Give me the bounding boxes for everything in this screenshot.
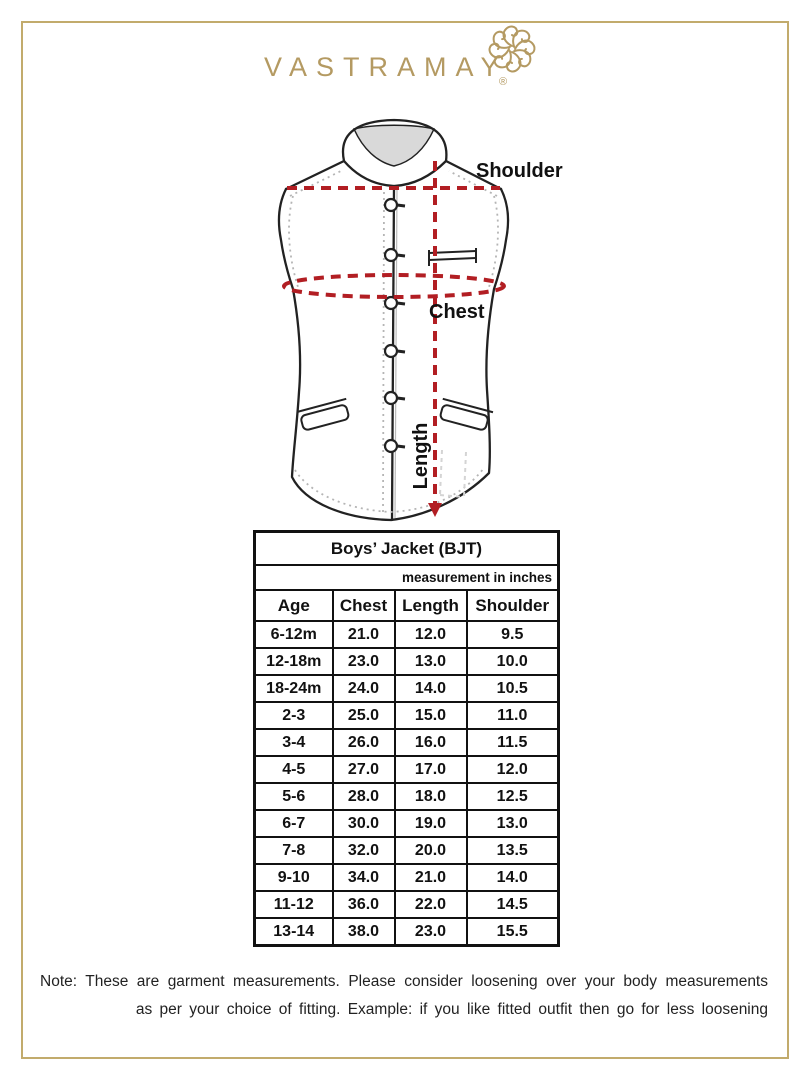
table-row: 13-14 38.0 23.0 15.5 (253, 917, 560, 947)
shoulder-label: Shoulder (476, 160, 563, 182)
stitch-seams (288, 170, 499, 513)
garment-diagram: Shoulder Chest Length (277, 118, 563, 522)
table-row: 7-8 32.0 20.0 13.5 (253, 836, 560, 865)
table-header-row: Age Chest Length Shoulder (253, 589, 560, 622)
table-row: 18-24m 24.0 14.0 10.5 (253, 674, 560, 703)
chest-measure-line (282, 273, 506, 299)
size-chart-table: Boys’ Jacket (BJT) measurement in inches… (253, 530, 560, 947)
table-title: Boys’ Jacket (BJT) (253, 530, 560, 566)
inner-pocket-ghost (439, 449, 467, 498)
col-age: Age (253, 589, 334, 622)
table-row: 11-12 36.0 22.0 14.5 (253, 890, 560, 919)
brand-wordmark: VASTRAMAY (264, 52, 508, 82)
buttons-group (383, 197, 406, 454)
col-length: Length (393, 589, 468, 622)
table-row: 2-3 25.0 15.0 11.0 (253, 701, 560, 730)
registered-trademark: ® (499, 76, 508, 88)
table-row: 6-7 30.0 19.0 13.0 (253, 809, 560, 838)
col-shoulder: Shoulder (465, 589, 560, 622)
length-arrowhead (428, 503, 442, 517)
note-line-2: as per your choice of fitting. Example: … (135, 1001, 768, 1018)
table-row: 5-6 28.0 18.0 12.5 (253, 782, 560, 811)
note-line-1: Note: These are garment measurements. Pl… (40, 973, 768, 990)
right-hip-pocket (439, 397, 494, 431)
left-hip-pocket (296, 397, 350, 431)
note-text: Note: These are garment measurements. Pl… (40, 968, 768, 1024)
table-row: 9-10 34.0 21.0 14.0 (253, 863, 560, 892)
length-label: Length (410, 423, 432, 490)
table-row: 12-18m 23.0 13.0 10.0 (253, 647, 560, 676)
col-chest: Chest (331, 589, 396, 622)
table-row: 4-5 27.0 17.0 12.0 (253, 755, 560, 784)
collar-inner (352, 124, 436, 167)
chest-label: Chest (429, 301, 485, 323)
table-row: 3-4 26.0 16.0 11.5 (253, 728, 560, 757)
floral-ornament-icon (488, 25, 536, 73)
unit-note: measurement in inches (253, 564, 560, 591)
table-row: 6-12m 21.0 12.0 9.5 (253, 620, 560, 649)
